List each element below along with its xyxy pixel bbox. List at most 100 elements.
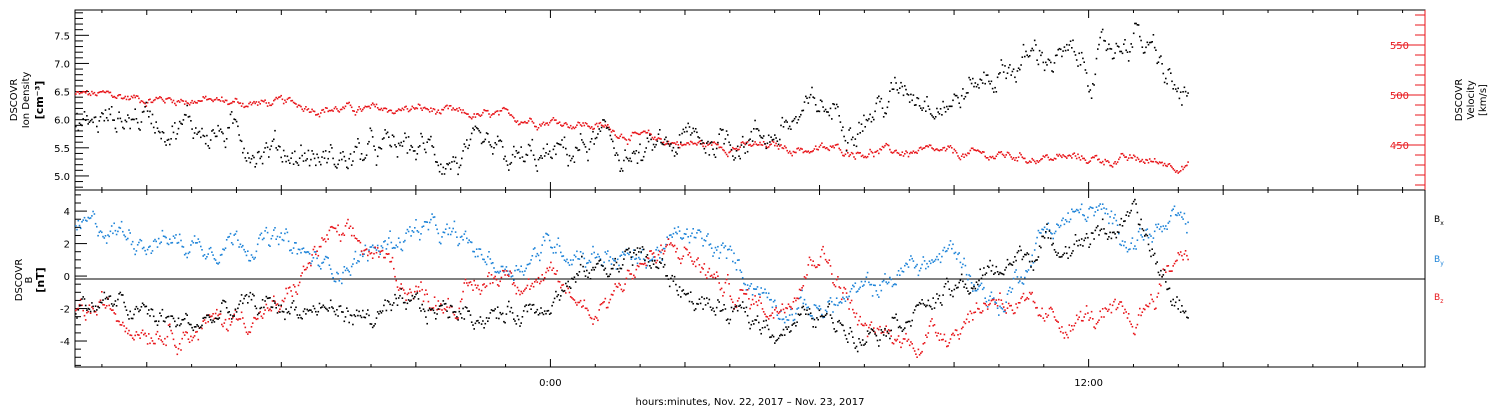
density-point (276, 149, 279, 151)
bx-point (369, 323, 372, 325)
velocity-point (680, 143, 682, 145)
bz-point (1041, 307, 1043, 310)
velocity-point (581, 125, 583, 127)
bx-point (1147, 243, 1150, 246)
density-point (258, 150, 260, 153)
bx-point (478, 322, 480, 324)
bx-point (1085, 233, 1088, 235)
bz-point (244, 326, 247, 329)
velocity-point (1097, 158, 1099, 161)
by-point (998, 314, 1000, 316)
bx-point (1094, 229, 1097, 232)
by-point (430, 218, 432, 221)
velocity-point (251, 102, 254, 104)
bx-point (1036, 259, 1038, 261)
density-point (508, 169, 510, 171)
bz-point (1146, 305, 1149, 307)
bz-point (568, 291, 571, 294)
bz-point (873, 327, 875, 329)
x-tick-label-1200: 12:00 (1074, 378, 1103, 389)
velocity-point (635, 132, 638, 134)
bz-point (771, 312, 774, 314)
velocity-point (642, 130, 645, 133)
by-point (446, 223, 448, 226)
density-point (1125, 49, 1127, 52)
velocity-point (483, 109, 485, 111)
bz-point (490, 274, 493, 276)
by-point (362, 255, 364, 258)
bz-point (670, 242, 672, 244)
velocity-point (649, 132, 651, 135)
density-point (499, 139, 501, 141)
bz-point (273, 295, 275, 298)
density-point (1136, 24, 1139, 26)
bz-point (212, 313, 214, 315)
by-point (989, 295, 991, 297)
velocity-point (567, 126, 569, 128)
density-point (291, 152, 294, 154)
velocity-point (586, 123, 588, 125)
bx-point (754, 319, 756, 321)
density-point (986, 74, 989, 76)
by-point (402, 241, 405, 243)
bx-point (427, 309, 430, 312)
velocity-point (341, 108, 343, 111)
density-point (354, 145, 357, 148)
by-point (410, 235, 412, 237)
density-point (969, 78, 972, 81)
by-point (156, 246, 159, 248)
bz-point (360, 250, 363, 252)
bx-point (667, 278, 670, 280)
bz-point (509, 270, 511, 272)
density-point (876, 97, 879, 99)
bx-point (176, 324, 179, 326)
density-point (650, 138, 652, 141)
bx-point (809, 312, 812, 314)
velocity-point (79, 91, 82, 94)
velocity-point (1052, 159, 1054, 161)
bx-point (258, 312, 260, 314)
velocity-point (610, 131, 613, 133)
bx-point (603, 269, 605, 271)
bx-point (411, 295, 414, 297)
by-point (496, 270, 499, 273)
by-point (635, 257, 638, 260)
by-point (185, 252, 187, 255)
density-point (259, 157, 261, 160)
velocity-point (1027, 161, 1030, 164)
bz-point (602, 301, 604, 304)
bz-point (762, 311, 765, 313)
by-point (885, 281, 887, 283)
bx-point (798, 314, 801, 316)
density-point (703, 147, 706, 150)
by-point (1089, 206, 1092, 208)
bz-point (464, 278, 467, 281)
velocity-point (588, 125, 591, 128)
velocity-point (548, 121, 551, 124)
bz-point (190, 335, 192, 338)
by-point (240, 246, 243, 248)
bz-point (492, 282, 494, 284)
velocity-point (529, 117, 531, 120)
velocity-point (864, 155, 866, 158)
bx-point (1012, 261, 1015, 263)
bx-point (530, 308, 532, 310)
bx-point (77, 309, 80, 311)
density-point (405, 136, 407, 139)
bx-point (876, 339, 879, 342)
velocity-point (652, 138, 655, 140)
by-point (206, 256, 208, 258)
density-point (1166, 82, 1168, 85)
bx-point (402, 301, 405, 304)
by-point (571, 263, 573, 266)
by-point (1093, 214, 1095, 217)
by-point (160, 241, 162, 243)
velocity-point (198, 100, 201, 102)
velocity-point (357, 109, 359, 111)
by-point (796, 308, 798, 310)
bz-point (477, 284, 479, 287)
bz-point (620, 288, 623, 291)
by-point (341, 282, 343, 285)
density-point (216, 135, 218, 138)
by-point (508, 273, 510, 276)
